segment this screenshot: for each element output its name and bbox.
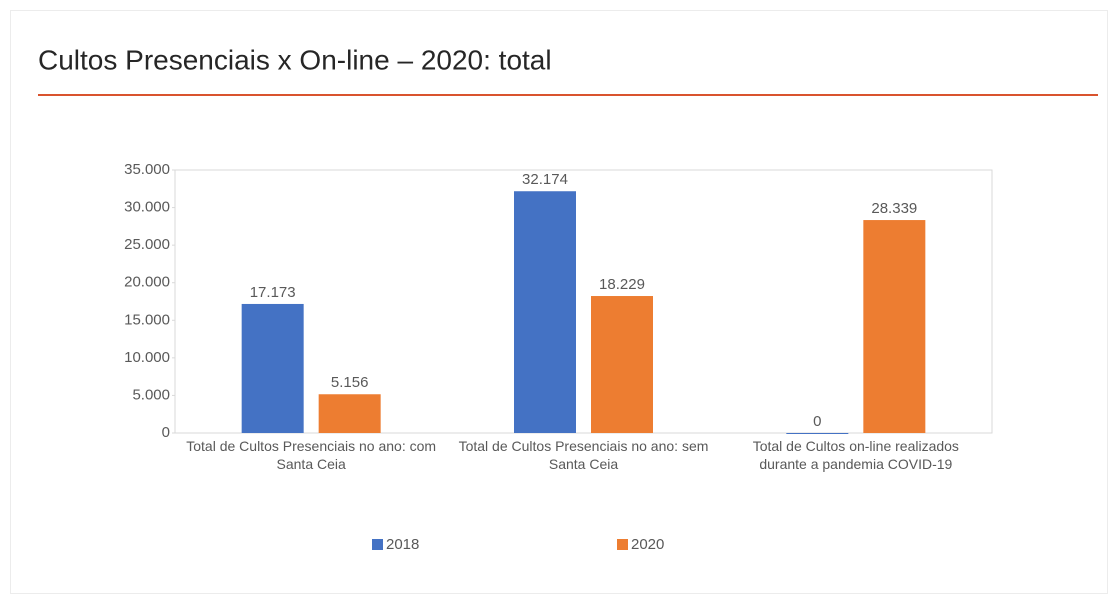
legend-label: 2018 <box>386 536 419 553</box>
value-label: 28.339 <box>871 200 917 217</box>
y-tick-label: 0 <box>162 424 170 441</box>
bar <box>863 220 926 433</box>
y-tick-label: 35.000 <box>124 161 170 178</box>
legend-swatch <box>372 539 383 550</box>
value-label: 17.173 <box>250 284 296 301</box>
value-label: 32.174 <box>522 171 568 188</box>
y-tick-label: 30.000 <box>124 199 170 216</box>
bar <box>514 191 576 433</box>
bar <box>591 296 653 433</box>
value-label: 5.156 <box>331 374 369 391</box>
legend-swatch <box>617 539 628 550</box>
plot-area <box>174 169 993 434</box>
bar <box>318 394 381 433</box>
y-tick-label: 10.000 <box>124 349 170 366</box>
value-label: 0 <box>813 413 821 430</box>
y-tick-label: 20.000 <box>124 274 170 291</box>
legend-label: 2020 <box>631 536 664 553</box>
x-tick-label: Total de Cultos on-line realizados duran… <box>752 438 959 472</box>
chart-title: Cultos Presenciais x On-line – 2020: tot… <box>38 44 552 75</box>
value-label: 18.229 <box>599 276 645 293</box>
x-tick-label: Total de Cultos Presenciais no ano: com … <box>186 438 437 472</box>
bar <box>241 303 304 433</box>
y-tick-label: 5.000 <box>132 386 170 403</box>
bar <box>786 433 849 434</box>
x-tick-label: Total de Cultos Presenciais no ano: sem … <box>458 438 709 472</box>
y-tick-label: 15.000 <box>124 311 170 328</box>
y-tick-label: 25.000 <box>124 236 170 253</box>
